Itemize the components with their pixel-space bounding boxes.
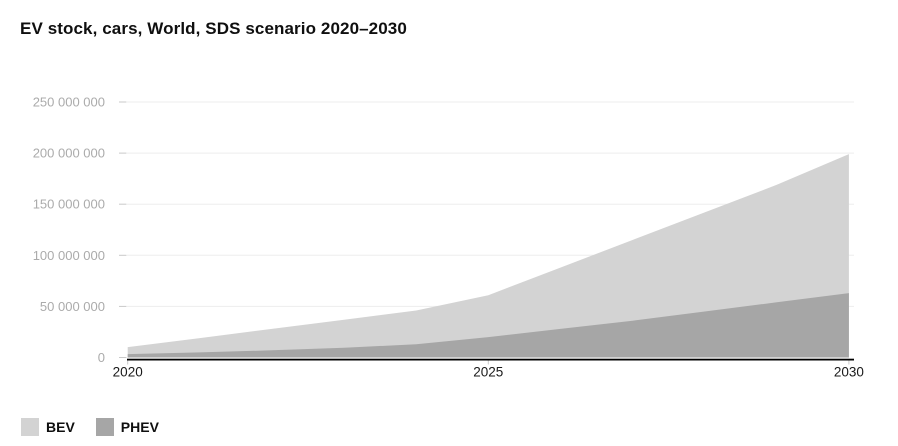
y-axis-tick-label: 100 000 000 [33,248,105,263]
legend-label-bev: BEV [46,419,75,435]
legend-swatch-phev [95,418,114,436]
x-axis-tick-label: 2030 [834,365,864,380]
legend-label-phev: PHEV [120,419,159,435]
y-axis-tick-label: 50 000 000 [40,299,105,314]
y-axis-tick-label: 150 000 000 [33,197,105,212]
chart-title: EV stock, cars, World, SDS scenario 2020… [20,19,407,38]
legend-item-bev: BEV [21,418,75,436]
y-axis-tick-label: 250 000 000 [33,95,105,110]
x-axis-line [127,358,854,361]
legend-item-phev: PHEV [95,418,159,436]
chart-legend: BEV PHEV [21,418,159,436]
legend-swatch-bev [21,418,39,436]
area-phev [127,293,849,358]
y-axis-tick-label: 0 [98,350,105,365]
x-axis-tick-label: 2020 [113,365,143,380]
x-axis-tick-label: 2025 [473,365,503,380]
y-axis-tick-label: 200 000 000 [33,146,105,161]
area-bev [127,154,849,358]
